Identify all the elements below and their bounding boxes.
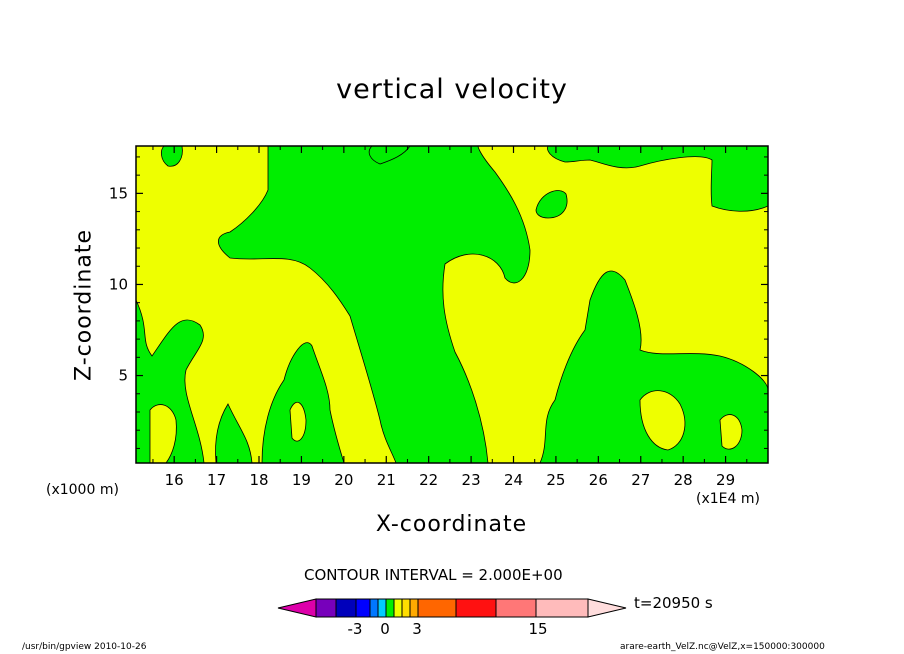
x-tick-label: 27 bbox=[631, 471, 650, 489]
colorbar-swatch bbox=[455, 598, 497, 618]
plot-frame bbox=[135, 145, 769, 464]
x-tick-label: 22 bbox=[419, 471, 438, 489]
colorbar-tick-label: 0 bbox=[380, 620, 390, 638]
negative-regions bbox=[135, 145, 769, 464]
colorbar-swatch bbox=[377, 598, 387, 618]
y-axis-unit: (x1000 m) bbox=[46, 482, 119, 498]
x-axis-unit: (x1E4 m) bbox=[696, 491, 760, 507]
y-tick-label: 15 bbox=[109, 184, 128, 202]
positive-islands bbox=[149, 390, 743, 464]
x-tick-label: 28 bbox=[674, 471, 693, 489]
x-tick-label: 24 bbox=[504, 471, 523, 489]
x-tick-label: 23 bbox=[462, 471, 481, 489]
x-tick-label: 29 bbox=[716, 471, 735, 489]
chart-title: vertical velocity bbox=[336, 74, 568, 105]
colorbar-swatch bbox=[335, 598, 357, 618]
negative-region-small-blob bbox=[535, 190, 568, 219]
positive-island-right bbox=[639, 390, 686, 451]
colorbar-swatch bbox=[401, 598, 411, 618]
colorbar-swatch bbox=[315, 598, 337, 618]
positive-island-lower-mid bbox=[289, 401, 307, 442]
colorbar-swatch bbox=[409, 598, 419, 618]
footer-right: arare-earth_VelZ.nc@VelZ,x=150000:300000 bbox=[620, 642, 825, 652]
x-tick-label: 25 bbox=[546, 471, 565, 489]
colorbar-swatch bbox=[495, 598, 537, 618]
negative-region-top-left bbox=[160, 145, 183, 167]
negative-region-top-right-band bbox=[547, 145, 769, 212]
x-tick-label: 26 bbox=[589, 471, 608, 489]
colorbar-swatch bbox=[385, 598, 395, 618]
contour-interval-label: CONTOUR INTERVAL = 2.000E+00 bbox=[304, 566, 563, 584]
negative-region-top-middle bbox=[368, 145, 411, 165]
negative-region-central-column bbox=[217, 145, 531, 464]
colorbar-arrow-low bbox=[277, 598, 317, 618]
y-tick-label: 5 bbox=[118, 367, 128, 385]
colorbar: -3 0 3 15 bbox=[277, 598, 627, 638]
velocity-field bbox=[135, 145, 769, 464]
axis-ticks: 16 17 18 19 20 21 22 23 24 25 26 27 28 29 5 10 15 bbox=[109, 146, 768, 489]
negative-region-right bbox=[539, 270, 769, 464]
colorbar-tick-label: 3 bbox=[412, 620, 422, 638]
negative-region-lower-left bbox=[215, 403, 253, 464]
x-tick-label: 20 bbox=[334, 471, 353, 489]
colorbar-swatch bbox=[393, 598, 403, 618]
x-tick-label: 19 bbox=[292, 471, 311, 489]
colorbar-tick-label: -3 bbox=[348, 620, 363, 638]
x-tick-label: 17 bbox=[207, 471, 226, 489]
colorbar-swatch bbox=[417, 598, 457, 618]
negative-region-lower-mid bbox=[261, 342, 345, 464]
positive-island-right-2 bbox=[719, 414, 743, 450]
x-tick-label: 18 bbox=[249, 471, 268, 489]
time-label: t=20950 s bbox=[634, 594, 713, 612]
colorbar-swatch bbox=[369, 598, 379, 618]
colorbar-swatch bbox=[355, 598, 371, 618]
x-tick-label: 16 bbox=[165, 471, 184, 489]
colorbar-arrow-high bbox=[587, 598, 627, 618]
footer-left: /usr/bin/gpview 2010-10-26 bbox=[22, 642, 147, 652]
y-tick-label: 10 bbox=[109, 275, 128, 293]
colorbar-tick-label: 15 bbox=[528, 620, 547, 638]
colorbar-swatch bbox=[535, 598, 589, 618]
x-tick-label: 21 bbox=[377, 471, 396, 489]
x-axis-label: X-coordinate bbox=[375, 512, 528, 537]
positive-island-lower-left bbox=[149, 404, 177, 464]
